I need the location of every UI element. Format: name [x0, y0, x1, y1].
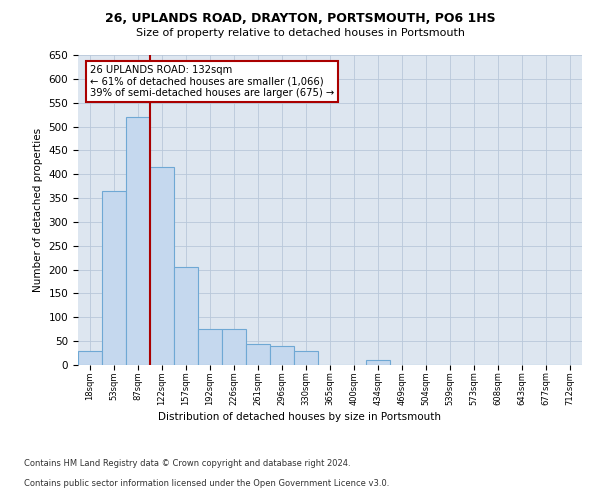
Bar [246, 344, 270, 365]
Bar [222, 329, 246, 365]
Bar [102, 191, 126, 365]
Y-axis label: Number of detached properties: Number of detached properties [33, 128, 43, 292]
Bar [150, 167, 174, 365]
Bar [126, 117, 150, 365]
Bar [174, 267, 198, 365]
Bar [366, 360, 390, 365]
Text: Size of property relative to detached houses in Portsmouth: Size of property relative to detached ho… [136, 28, 464, 38]
Bar [270, 346, 294, 365]
Text: Contains HM Land Registry data © Crown copyright and database right 2024.: Contains HM Land Registry data © Crown c… [24, 458, 350, 468]
Text: 26 UPLANDS ROAD: 132sqm
← 61% of detached houses are smaller (1,066)
39% of semi: 26 UPLANDS ROAD: 132sqm ← 61% of detache… [90, 64, 334, 98]
Text: Distribution of detached houses by size in Portsmouth: Distribution of detached houses by size … [158, 412, 442, 422]
Text: Contains public sector information licensed under the Open Government Licence v3: Contains public sector information licen… [24, 478, 389, 488]
Bar [78, 350, 102, 365]
Bar [294, 350, 318, 365]
Bar [198, 329, 222, 365]
Text: 26, UPLANDS ROAD, DRAYTON, PORTSMOUTH, PO6 1HS: 26, UPLANDS ROAD, DRAYTON, PORTSMOUTH, P… [104, 12, 496, 26]
